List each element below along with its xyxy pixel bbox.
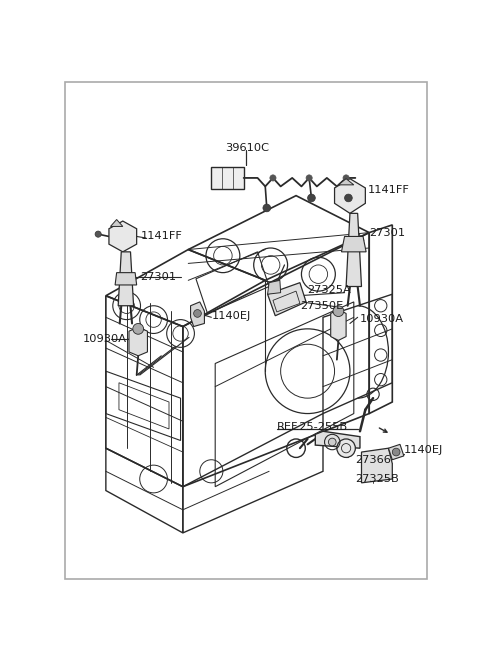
Text: REF.25-255B: REF.25-255B xyxy=(277,422,348,432)
Text: 27350E: 27350E xyxy=(300,301,343,310)
Polygon shape xyxy=(129,328,147,356)
Text: 1141FF: 1141FF xyxy=(368,185,409,195)
Polygon shape xyxy=(211,167,244,189)
Text: 27366: 27366 xyxy=(355,455,391,465)
Polygon shape xyxy=(346,214,361,286)
Polygon shape xyxy=(335,179,365,214)
Text: 1141FF: 1141FF xyxy=(141,231,182,242)
Polygon shape xyxy=(315,431,360,448)
Polygon shape xyxy=(341,236,366,252)
Text: 27301: 27301 xyxy=(141,272,177,282)
Circle shape xyxy=(337,439,355,457)
Polygon shape xyxy=(109,221,137,252)
Polygon shape xyxy=(267,283,306,316)
Circle shape xyxy=(193,310,201,317)
Polygon shape xyxy=(331,310,346,341)
Polygon shape xyxy=(267,280,281,294)
Polygon shape xyxy=(388,444,404,460)
Circle shape xyxy=(306,175,312,181)
Polygon shape xyxy=(115,272,137,285)
Circle shape xyxy=(333,306,344,316)
Text: 39610C: 39610C xyxy=(226,143,270,153)
Circle shape xyxy=(133,324,144,334)
Text: 10930A: 10930A xyxy=(83,334,127,344)
Circle shape xyxy=(263,204,271,212)
Text: 10930A: 10930A xyxy=(360,314,404,324)
Circle shape xyxy=(270,175,276,181)
Text: 1140EJ: 1140EJ xyxy=(404,445,443,455)
Circle shape xyxy=(95,231,101,237)
Circle shape xyxy=(328,438,336,446)
Polygon shape xyxy=(191,302,204,327)
Text: 1140EJ: 1140EJ xyxy=(211,310,251,321)
Polygon shape xyxy=(110,219,123,227)
Circle shape xyxy=(392,448,400,456)
Text: 27301: 27301 xyxy=(369,227,405,238)
Text: 27325A: 27325A xyxy=(308,286,351,295)
Text: 27325B: 27325B xyxy=(355,474,399,484)
Polygon shape xyxy=(338,179,354,185)
Polygon shape xyxy=(118,252,133,306)
Circle shape xyxy=(345,194,352,202)
Polygon shape xyxy=(361,448,392,483)
Circle shape xyxy=(308,194,315,202)
Circle shape xyxy=(343,175,349,181)
